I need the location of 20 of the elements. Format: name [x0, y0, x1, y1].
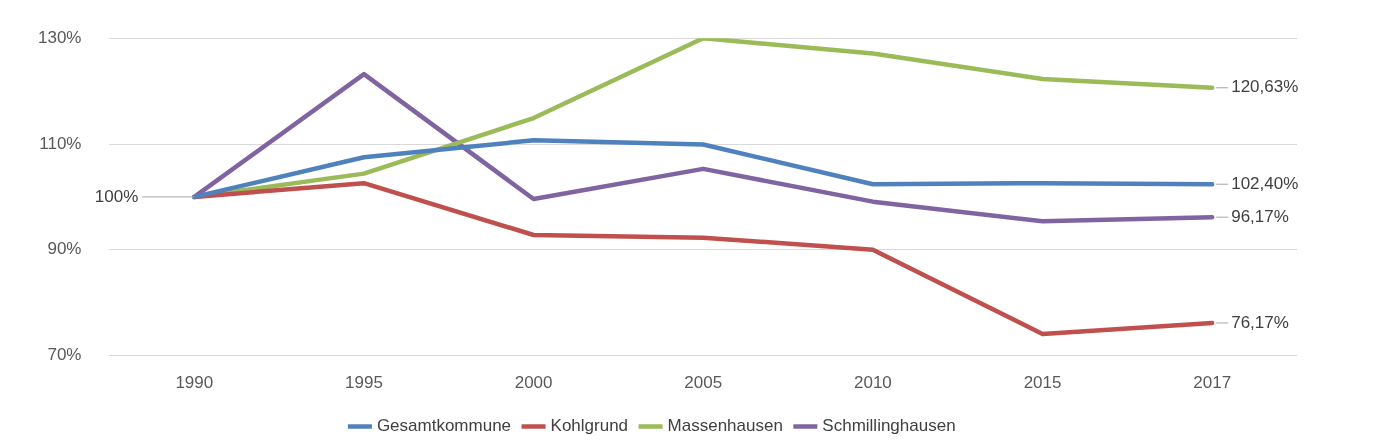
y-tick-label: 90% [47, 239, 82, 259]
legend-label: Kohlgrund [550, 416, 629, 436]
x-tick-label: 1995 [345, 373, 383, 393]
x-tick-label: 2005 [684, 373, 723, 393]
legend-label: Massenhausen [667, 416, 783, 436]
data-label: 120,63% [1231, 77, 1299, 97]
x-tick-label: 1990 [175, 373, 214, 393]
x-tick-label: 2017 [1193, 373, 1232, 393]
y-tick-label: 130% [38, 27, 82, 47]
data-label: 76,17% [1231, 312, 1289, 332]
data-label: 102,40% [1231, 173, 1299, 193]
x-tick-label: 2015 [1023, 373, 1062, 393]
x-tick-label: 2000 [514, 373, 553, 393]
x-tick-label: 2010 [853, 373, 892, 393]
y-tick-label: 110% [39, 133, 82, 153]
data-label: 96,17% [1231, 206, 1289, 226]
legend-label: Gesamtkommune [376, 416, 512, 436]
legend-label: Schmillinghausen [822, 416, 956, 436]
y-tick-label: 70% [47, 345, 82, 365]
annotation: 100% [94, 186, 139, 206]
